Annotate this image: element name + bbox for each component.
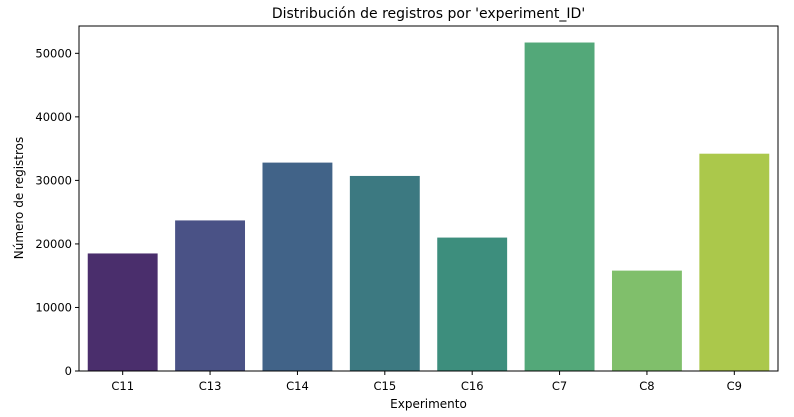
bar-c13 [175,220,246,371]
y-tick-label: 0 [65,364,72,378]
x-tick-label: C15 [373,379,396,393]
x-axis: C11 C13 C14 C15 C16 C7 C8 C9 [111,371,742,393]
bar-c9 [699,153,770,371]
y-tick-label: 40000 [35,110,72,124]
y-axis-label: Número de registros [12,137,26,260]
y-tick-label: 50000 [35,46,72,60]
bar-c7 [524,42,595,371]
plot-frame [78,25,779,372]
x-tick-label: C11 [111,379,134,393]
x-axis-label: Experimento [390,397,467,411]
bar-c14 [262,162,333,371]
chart-title: Distribución de registros por 'experimen… [272,6,585,22]
y-axis: 0 10000 20000 30000 40000 50000 [35,46,79,378]
x-tick-label: C13 [199,379,222,393]
y-tick-label: 30000 [35,173,72,187]
bars-group [87,42,770,371]
x-tick-label: C14 [286,379,309,393]
bar-c16 [437,237,508,371]
y-tick-label: 20000 [35,237,72,251]
x-tick-label: C7 [552,379,567,393]
x-tick-label: C16 [461,379,484,393]
bar-c15 [349,175,420,371]
bar-c11 [87,253,158,371]
x-tick-label: C8 [639,379,654,393]
bar-c8 [611,270,682,371]
x-tick-label: C9 [727,379,742,393]
y-tick-label: 10000 [35,300,72,314]
